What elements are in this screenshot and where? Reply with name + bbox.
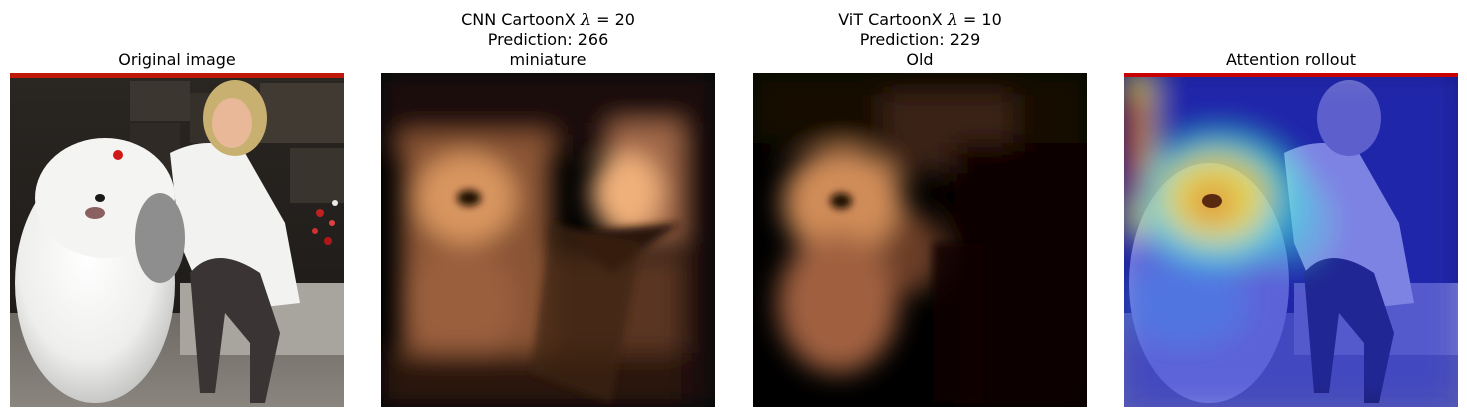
panel-vit-cartoonx: ViT CartoonX λ = 10 Prediction: 229 Old (753, 0, 1087, 417)
lambda-symbol: λ (580, 10, 591, 29)
attention-rollout-map (1124, 73, 1458, 407)
panel-original-image: Original image (10, 0, 344, 417)
title-line: Prediction: 229 (859, 30, 981, 49)
panel-title: Original image (0, 50, 364, 70)
lambda-symbol: λ (947, 10, 958, 29)
title-line: Attention rollout (1225, 50, 1357, 69)
title-line: Original image (118, 50, 236, 69)
panel-title: ViT CartoonX λ = 10 Prediction: 229 Old (733, 10, 1107, 70)
panel-title: Attention rollout (1104, 50, 1467, 70)
vit-explanation-map (753, 73, 1087, 407)
title-suffix: = 20 (591, 10, 635, 29)
cnn-explanation-graphic (381, 73, 715, 407)
title-prefix: CNN CartoonX (461, 10, 581, 29)
title-line: CNN CartoonX λ = 20 (361, 10, 735, 30)
title-suffix: = 10 (957, 10, 1002, 29)
vit-explanation-graphic (753, 73, 1087, 407)
title-line: ViT CartoonX λ = 10 (733, 10, 1107, 30)
original-photo-graphic (10, 73, 344, 407)
panel-title: CNN CartoonX λ = 20 Prediction: 266 mini… (361, 10, 735, 70)
title-prefix: ViT CartoonX (838, 10, 948, 29)
panel-cnn-cartoonx: CNN CartoonX λ = 20 Prediction: 266 mini… (381, 0, 715, 417)
panel-attention-rollout: Attention rollout (1124, 0, 1458, 417)
cnn-explanation-map (381, 73, 715, 407)
original-photo (10, 73, 344, 407)
attention-rollout-graphic (1124, 73, 1458, 407)
title-line: Old (906, 50, 934, 69)
title-line: Prediction: 266 (487, 30, 609, 49)
title-line: miniature (509, 50, 587, 69)
